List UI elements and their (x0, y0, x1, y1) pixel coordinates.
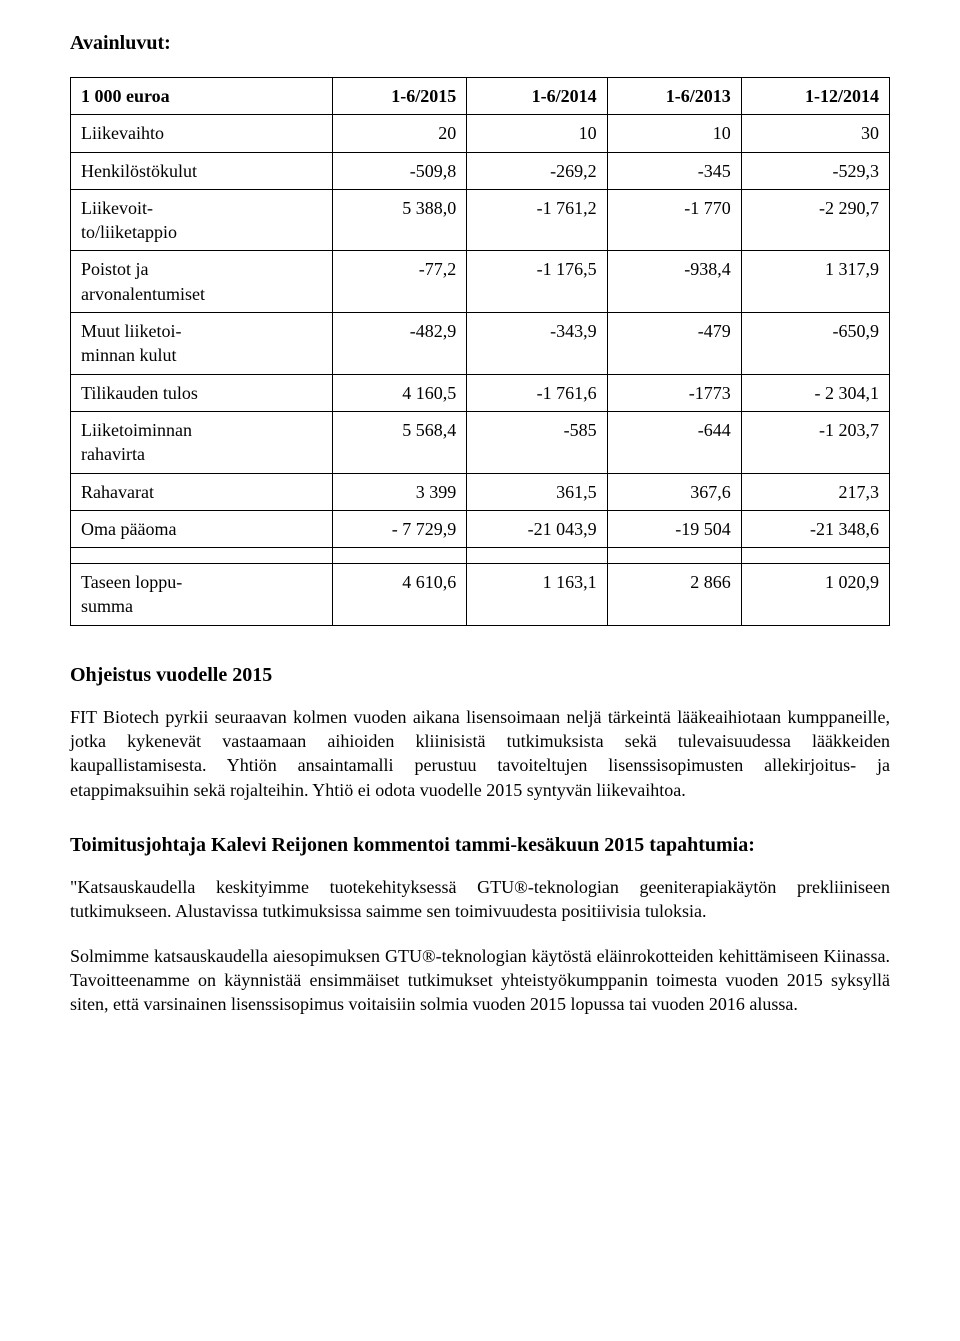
table-row: Tilikauden tulos4 160,5-1 761,6-1773- 2 … (71, 374, 890, 411)
cell-value: 2 866 (607, 564, 741, 626)
table-row: Taseen loppu-summa4 610,61 163,12 8661 0… (71, 564, 890, 626)
spacer-cell (333, 548, 467, 564)
cell-value: -938,4 (607, 251, 741, 313)
spacer-cell (467, 548, 607, 564)
ceo-paragraph-1: "Katsauskaudella keskityimme tuotekehity… (70, 875, 890, 924)
row-label: Liikevoit-to/liiketappio (71, 189, 333, 251)
table-row: Liikevoit-to/liiketappio5 388,0-1 761,2-… (71, 189, 890, 251)
cell-value: 5 568,4 (333, 411, 467, 473)
col-header: 1-6/2013 (607, 78, 741, 115)
cell-value: 1 317,9 (741, 251, 889, 313)
cell-value: -509,8 (333, 152, 467, 189)
spacer-cell (607, 548, 741, 564)
guidance-heading: Ohjeistus vuodelle 2015 (70, 662, 890, 689)
cell-value: -1 176,5 (467, 251, 607, 313)
cell-value: -345 (607, 152, 741, 189)
cell-value: -21 348,6 (741, 510, 889, 547)
cell-value: -1 203,7 (741, 411, 889, 473)
key-figures-title: Avainluvut: (70, 30, 890, 57)
row-label: Taseen loppu-summa (71, 564, 333, 626)
cell-value: 361,5 (467, 473, 607, 510)
table-header-row: 1 000 euroa 1-6/2015 1-6/2014 1-6/2013 1… (71, 78, 890, 115)
cell-value: 30 (741, 115, 889, 152)
col-header: 1-6/2014 (467, 78, 607, 115)
table-row: Rahavarat3 399361,5367,6217,3 (71, 473, 890, 510)
cell-value: 367,6 (607, 473, 741, 510)
cell-value: 217,3 (741, 473, 889, 510)
cell-value: -644 (607, 411, 741, 473)
row-label: Tilikauden tulos (71, 374, 333, 411)
table-row: Oma pääoma- 7 729,9-21 043,9-19 504-21 3… (71, 510, 890, 547)
cell-value: -1773 (607, 374, 741, 411)
col-header: 1-12/2014 (741, 78, 889, 115)
cell-value: 1 163,1 (467, 564, 607, 626)
cell-value: -2 290,7 (741, 189, 889, 251)
table-row: Muut liiketoi-minnan kulut-482,9-343,9-4… (71, 313, 890, 375)
cell-value: -650,9 (741, 313, 889, 375)
guidance-text: FIT Biotech pyrkii seuraavan kolmen vuod… (70, 705, 890, 802)
cell-value: 4 610,6 (333, 564, 467, 626)
cell-value: -77,2 (333, 251, 467, 313)
row-label: Muut liiketoi-minnan kulut (71, 313, 333, 375)
cell-value: -343,9 (467, 313, 607, 375)
cell-value: -1 761,6 (467, 374, 607, 411)
table-row: Henkilöstökulut-509,8-269,2-345-529,3 (71, 152, 890, 189)
cell-value: - 2 304,1 (741, 374, 889, 411)
cell-value: -482,9 (333, 313, 467, 375)
cell-value: -529,3 (741, 152, 889, 189)
col-header: 1 000 euroa (71, 78, 333, 115)
col-header: 1-6/2015 (333, 78, 467, 115)
cell-value: 20 (333, 115, 467, 152)
row-label: Poistot jaarvonalentumiset (71, 251, 333, 313)
spacer-cell (71, 548, 333, 564)
cell-value: -1 761,2 (467, 189, 607, 251)
table-spacer-row (71, 548, 890, 564)
cell-value: -19 504 (607, 510, 741, 547)
ceo-paragraph-2: Solmimme katsauskaudella aiesopimuksen G… (70, 944, 890, 1017)
cell-value: 4 160,5 (333, 374, 467, 411)
table-row: Liiketoiminnanrahavirta5 568,4-585-644-1… (71, 411, 890, 473)
row-label: Liiketoiminnanrahavirta (71, 411, 333, 473)
row-label: Rahavarat (71, 473, 333, 510)
row-label: Henkilöstökulut (71, 152, 333, 189)
cell-value: -479 (607, 313, 741, 375)
cell-value: 1 020,9 (741, 564, 889, 626)
cell-value: 10 (467, 115, 607, 152)
cell-value: -269,2 (467, 152, 607, 189)
cell-value: - 7 729,9 (333, 510, 467, 547)
key-figures-table: 1 000 euroa 1-6/2015 1-6/2014 1-6/2013 1… (70, 77, 890, 626)
cell-value: 5 388,0 (333, 189, 467, 251)
ceo-heading: Toimitusjohtaja Kalevi Reijonen kommento… (70, 832, 890, 859)
row-label: Liikevaihto (71, 115, 333, 152)
cell-value: 3 399 (333, 473, 467, 510)
table-row: Liikevaihto20101030 (71, 115, 890, 152)
cell-value: -21 043,9 (467, 510, 607, 547)
row-label: Oma pääoma (71, 510, 333, 547)
cell-value: -1 770 (607, 189, 741, 251)
table-row: Poistot jaarvonalentumiset-77,2-1 176,5-… (71, 251, 890, 313)
cell-value: 10 (607, 115, 741, 152)
cell-value: -585 (467, 411, 607, 473)
spacer-cell (741, 548, 889, 564)
